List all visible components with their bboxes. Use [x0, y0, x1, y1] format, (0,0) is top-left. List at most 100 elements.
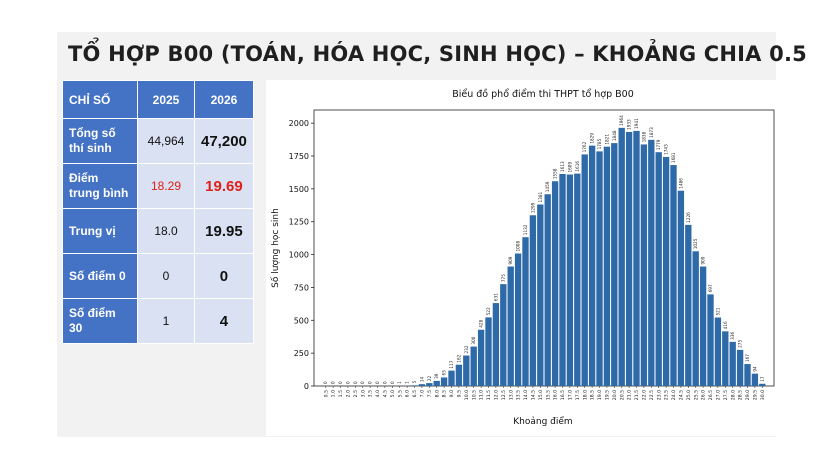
- x-tick-label: 17.0: [568, 390, 574, 400]
- y-tick-label: 0: [304, 382, 309, 391]
- bar-value-label: 1558: [553, 168, 558, 179]
- histogram-bar: [751, 373, 759, 386]
- histogram-bar: [514, 253, 522, 386]
- x-tick-label: 20.5: [619, 390, 625, 400]
- histogram-bar: [736, 349, 744, 386]
- bar-value-label: 1459: [545, 181, 550, 192]
- bar-value-label: 39: [434, 373, 439, 379]
- histogram-bar: [685, 224, 692, 386]
- row-label-zero: Số điểm 0: [62, 253, 138, 299]
- bar-value-label: 1132: [523, 224, 528, 235]
- histogram-svg: Biểu đồ phổ điểm thi THPT tổ hợp B00 Số …: [270, 89, 775, 427]
- histogram-bar: [677, 190, 685, 386]
- x-tick-label: 3.5: [368, 390, 374, 397]
- bar-value-label: 1: [397, 381, 402, 384]
- x-tick-label: 6.5: [412, 390, 418, 397]
- histogram-bar: [729, 341, 736, 386]
- x-tick-label: 3.0: [360, 390, 366, 397]
- histogram-bar: [566, 174, 574, 386]
- y-axis-label: Số lượng học sinh: [270, 208, 281, 288]
- value-2025-total: 44,964: [137, 118, 195, 164]
- value-2026-mean: 19.69: [194, 163, 254, 209]
- value-2026-zero: 0: [194, 253, 254, 299]
- bar-value-label: 1486: [678, 178, 683, 189]
- slide-title: TỔ HỢP B00 (TOÁN, HÓA HỌC, SINH HỌC) – K…: [68, 42, 807, 66]
- bar-value-label: 17: [760, 376, 765, 382]
- bar-value-label: 1008: [516, 241, 521, 252]
- bar-value-label: 1941: [634, 118, 639, 129]
- bar-value-label: 1381: [538, 192, 543, 203]
- bar-value-label: 14: [419, 376, 424, 382]
- histogram-bar: [463, 355, 470, 386]
- y-tick-label: 1500: [289, 185, 309, 194]
- y-tick-label: 1750: [289, 152, 309, 161]
- x-tick-label: 23.0: [656, 390, 662, 400]
- x-tick-label: 11.5: [486, 390, 492, 400]
- histogram-bar: [625, 131, 633, 386]
- bar-value-label: 697: [708, 284, 713, 292]
- bar-value-label: 522: [486, 307, 491, 315]
- histogram-bar: [529, 215, 537, 386]
- histogram-bar: [581, 154, 588, 386]
- bar-value-label: 117: [449, 360, 454, 368]
- histogram-bar: [440, 377, 448, 386]
- bar-value-label: 232: [464, 345, 469, 353]
- histogram-bar: [507, 266, 514, 386]
- x-tick-label: 2.0: [346, 390, 352, 397]
- x-tick-label: 4.0: [375, 390, 381, 397]
- x-tick-label: 0.5: [323, 390, 329, 397]
- histogram-chart: Biểu đồ phổ điểm thi THPT tổ hợp B00 Số …: [266, 80, 776, 436]
- x-tick-label: 13.5: [516, 390, 522, 400]
- bar-value-label: 1025: [693, 238, 698, 249]
- histogram-bar: [455, 364, 463, 386]
- x-tick-label: 8.5: [442, 390, 448, 397]
- histogram-bar: [714, 317, 722, 386]
- bar-value-label: 0: [360, 381, 365, 384]
- bar-value-label: 162: [456, 354, 461, 362]
- bar-value-label: 521: [715, 307, 720, 315]
- histogram-bar: [722, 331, 729, 386]
- x-axis-label: Khoảng điểm: [513, 416, 572, 427]
- value-2026-total: 47,200: [194, 118, 254, 164]
- x-tick-label: 13.0: [508, 390, 514, 400]
- x-tick-label: 5.0: [390, 390, 396, 397]
- y-tick-label: 1000: [289, 251, 309, 260]
- header-2025: 2025: [137, 80, 195, 119]
- x-tick-label: 21.5: [634, 390, 640, 400]
- histogram-bar: [500, 284, 507, 386]
- bar-value-label: 0: [375, 381, 380, 384]
- y-tick-label: 250: [294, 349, 309, 358]
- bar-value-label: 775: [501, 274, 506, 282]
- x-tick-label: 14.0: [523, 390, 529, 400]
- histogram-bar: [611, 143, 618, 386]
- histogram-bar: [655, 152, 662, 386]
- value-2025-median: 18.0: [137, 208, 195, 254]
- bar-value-label: 1838: [641, 131, 646, 142]
- plot-frame: [313, 109, 775, 387]
- y-tick-label: 2000: [289, 119, 309, 128]
- histogram-bar: [744, 364, 751, 386]
- x-tick-label: 15.5: [545, 390, 551, 400]
- histogram-bar: [707, 294, 714, 386]
- x-tick-label: 28.0: [730, 390, 736, 400]
- histogram-bar: [418, 384, 426, 386]
- bar-value-label: 909: [508, 256, 513, 264]
- value-2026-thirty: 4: [194, 298, 254, 344]
- histogram-bar: [588, 145, 596, 386]
- row-label-median: Trung vị: [62, 208, 138, 254]
- bar-value-label: 1226: [686, 212, 691, 223]
- x-tick-label: 7.5: [427, 390, 433, 397]
- x-tick-label: 19.0: [597, 390, 603, 400]
- histogram-bar: [433, 380, 440, 386]
- x-tick-label: 9.0: [449, 390, 455, 397]
- x-tick-label: 18.0: [582, 390, 588, 400]
- chart-title: Biểu đồ phổ điểm thi THPT tổ hợp B00: [452, 89, 634, 100]
- bar-value-label: 1848: [612, 130, 617, 141]
- y-tick-label: 750: [294, 283, 309, 292]
- histogram-bar: [633, 130, 640, 386]
- histogram-bar: [648, 139, 655, 386]
- value-2025-zero: 0: [137, 253, 195, 299]
- bar-value-label: 1821: [604, 134, 609, 145]
- bar-value-label: 22: [427, 375, 432, 381]
- x-tick-label: 9.5: [457, 390, 463, 397]
